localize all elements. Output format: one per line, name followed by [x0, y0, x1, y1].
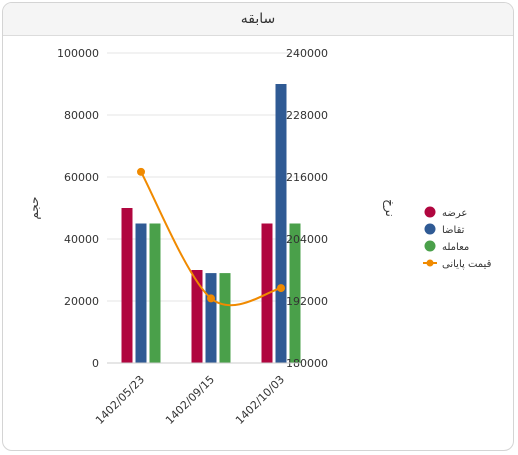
- y-left-tick-label: 100000: [57, 47, 99, 60]
- y-left-axis-label: حجم: [27, 196, 41, 219]
- price-point-1[interactable]: [137, 167, 145, 176]
- y-right-tick-label: 228000: [286, 109, 328, 122]
- legend-label[interactable]: معامله: [442, 242, 469, 253]
- panel-header: سابقه: [3, 3, 513, 36]
- y-left-tick-label: 80000: [64, 109, 99, 122]
- y-right-tick-label: 204000: [286, 233, 328, 246]
- bar-2-2[interactable]: [205, 273, 217, 363]
- bars: [121, 84, 301, 364]
- bar-2-3[interactable]: [275, 84, 287, 363]
- price-point-3[interactable]: [277, 284, 285, 293]
- x-tick-label: 1402/05/23: [93, 373, 147, 427]
- price-line: [137, 167, 285, 307]
- x-tick-label: 1402/10/03: [233, 373, 287, 427]
- bar-3-3[interactable]: [289, 223, 301, 364]
- axes: 0 20000 40000 60000 80000 100000 180000 192000 2…: [27, 47, 397, 427]
- y-left-tick-label: 0: [92, 357, 99, 370]
- y-left-tick-label: 40000: [64, 233, 99, 246]
- y-right-tick-label: 216000: [286, 171, 328, 184]
- y-left-tick-label: 20000: [64, 295, 99, 308]
- y-right-tick-label: 240000: [286, 47, 328, 60]
- legend-label[interactable]: تقاضا: [442, 225, 465, 236]
- x-tick-label: 1402/09/15: [163, 373, 217, 427]
- legend-marker: [424, 240, 436, 252]
- legend-marker: [424, 223, 436, 235]
- bar-1-1[interactable]: [121, 208, 133, 363]
- y-right-tick-label: 192000: [286, 295, 328, 308]
- legend-label[interactable]: عرضه: [442, 208, 467, 219]
- price-point-2[interactable]: [207, 294, 215, 303]
- y-right-axis-label: نرخ: [382, 199, 397, 217]
- bar-3-2[interactable]: [219, 273, 231, 363]
- legend-marker: [424, 206, 436, 218]
- y-left-tick-label: 60000: [64, 171, 99, 184]
- bar-2-1[interactable]: [135, 223, 147, 364]
- bar-1-2[interactable]: [191, 270, 203, 363]
- y-right-tick-label: 180000: [286, 357, 328, 370]
- bar-3-1[interactable]: [149, 223, 161, 364]
- panel-title: سابقه: [240, 11, 276, 27]
- legend-label[interactable]: قیمت پایانی: [442, 259, 492, 270]
- legend[interactable]: عرضه تقاضا معامله قیمت پایانی: [423, 206, 492, 271]
- legend-marker-dot: [426, 259, 434, 267]
